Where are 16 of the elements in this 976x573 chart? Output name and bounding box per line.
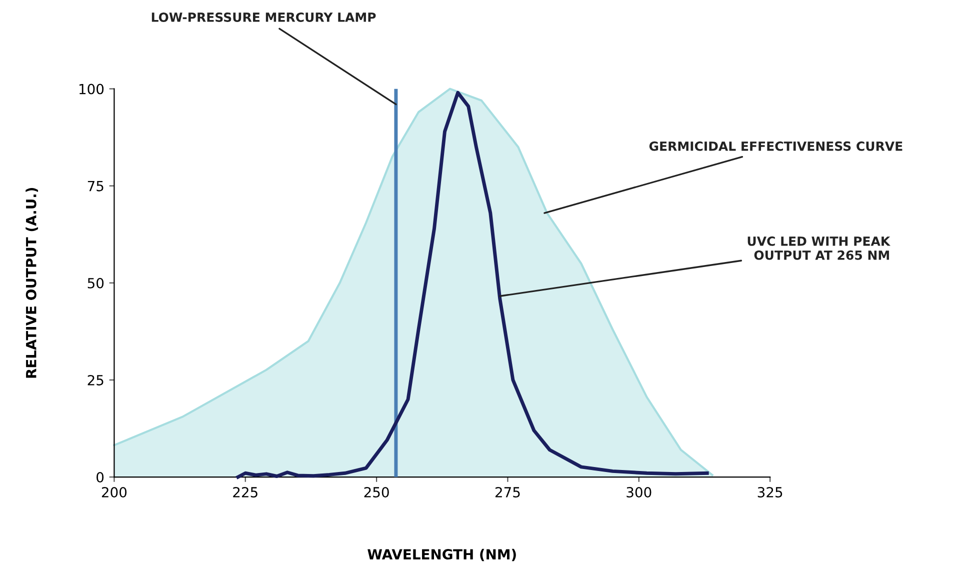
y-tick-label: 50	[88, 278, 104, 288]
y-tick-label: 100	[79, 84, 104, 94]
y-axis-title: RELATIVE OUTPUT (A.U.)	[26, 188, 38, 378]
x-tick-label: 225	[233, 486, 258, 498]
x-axis-title: WAVELENGTH (NM)	[368, 548, 516, 562]
x-tick-label: 300	[626, 486, 652, 498]
y-tick-label: 0	[96, 472, 104, 482]
x-tick-label: 200	[102, 486, 127, 498]
annotation: UVC LED WITH PEAK OUTPUT AT 265 NM	[748, 236, 890, 260]
x-tick-label: 250	[364, 486, 389, 498]
y-tick-label: 25	[88, 374, 104, 386]
y-tick-label: 75	[88, 181, 104, 192]
x-tick-label: 325	[758, 486, 782, 498]
annotation: GERMICIDAL EFFECTIVENESS CURVE	[649, 141, 902, 151]
annotation: LOW-PRESSURE MERCURY LAMP	[152, 12, 376, 22]
x-tick-label: 275	[495, 486, 520, 498]
